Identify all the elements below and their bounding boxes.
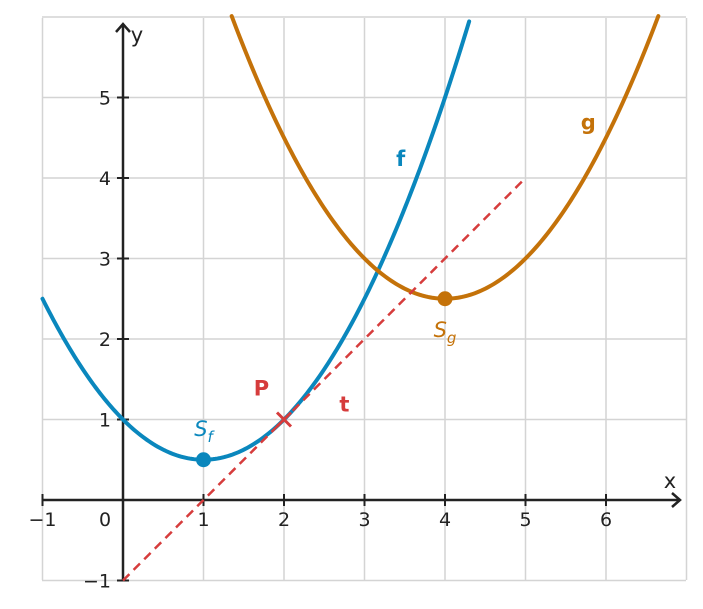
x-tick-label: 0 xyxy=(99,509,111,531)
y-tick-label: −1 xyxy=(83,571,111,593)
vertex-f-label: Sf xyxy=(194,417,215,446)
y-axis-arrow xyxy=(115,22,131,33)
x-tick-label: 2 xyxy=(278,509,290,531)
x-tick-label: 6 xyxy=(600,509,612,531)
series-t-line xyxy=(122,177,527,582)
x-tick-label: 1 xyxy=(197,509,209,531)
y-tick-label: 1 xyxy=(99,410,111,432)
annotation-P-label: P xyxy=(254,376,269,400)
point-cross-stroke xyxy=(275,411,293,428)
y-tick-label: 4 xyxy=(99,168,111,190)
markers xyxy=(196,291,453,468)
vertex-f-marker xyxy=(196,452,211,468)
curves xyxy=(40,14,661,582)
axes xyxy=(42,22,682,580)
x-tick-label: 4 xyxy=(439,509,451,531)
annotation-t-label: t xyxy=(339,392,349,416)
annotation-g-label: g xyxy=(581,111,596,135)
y-tick-label: 2 xyxy=(99,329,111,351)
x-axis-title: x xyxy=(664,469,676,493)
x-tick-label: 5 xyxy=(519,509,531,531)
x-axis-arrow xyxy=(671,492,682,508)
x-tick-label: 3 xyxy=(358,509,370,531)
y-axis-title: y xyxy=(131,23,143,47)
x-tick-label: −1 xyxy=(28,509,56,531)
y-tick-label: 5 xyxy=(99,88,111,110)
vertex-g-marker xyxy=(437,291,453,307)
tick-marks xyxy=(41,96,607,582)
point-P-marker xyxy=(275,411,293,428)
annotation-f-label: f xyxy=(396,147,406,171)
y-tick-label: 3 xyxy=(99,249,111,271)
series-f-line xyxy=(40,19,472,462)
